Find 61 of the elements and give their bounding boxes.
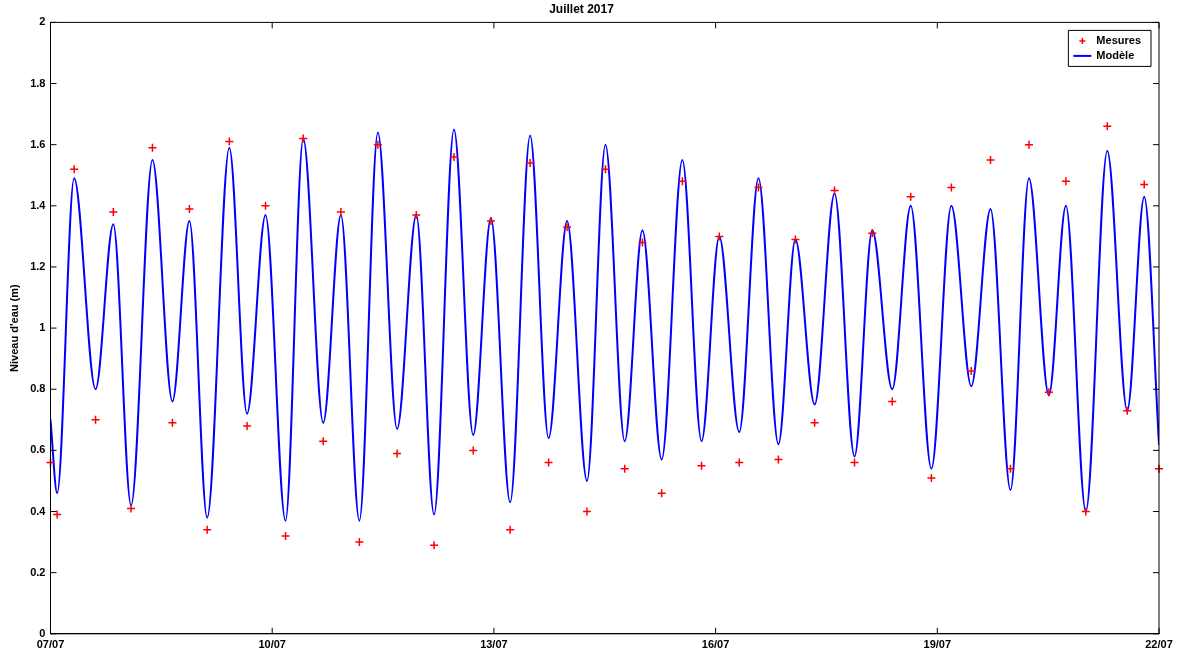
y-axis-title: Niveau d'eau (m)	[7, 283, 20, 372]
point	[1122, 405, 1132, 416]
y-tick-label: 1.6	[30, 137, 46, 150]
x-tick-label: 16/07	[701, 638, 730, 651]
x-tick-label: 13/07	[480, 638, 508, 651]
point	[985, 155, 996, 165]
chart-title: Juillet 2017	[549, 1, 615, 16]
point	[468, 445, 478, 456]
point	[926, 473, 937, 483]
y-tick-label: 1.2	[30, 259, 46, 272]
point	[429, 540, 439, 550]
point	[486, 216, 496, 226]
point	[1044, 387, 1054, 398]
point	[52, 509, 62, 520]
point	[318, 436, 328, 446]
point	[1024, 139, 1034, 150]
x-tick-label: 07/07	[36, 638, 65, 651]
point	[1139, 179, 1149, 190]
y-tick-label: 0.2	[30, 565, 46, 578]
point	[280, 531, 291, 541]
point	[525, 158, 535, 168]
point	[582, 506, 592, 517]
point	[167, 418, 178, 428]
point	[966, 366, 977, 376]
point	[562, 222, 572, 232]
point	[392, 448, 402, 459]
point	[656, 488, 667, 498]
legend-label: Mesures	[1096, 33, 1142, 46]
x-tick-label: 19/07	[923, 638, 952, 651]
point	[887, 396, 897, 407]
point	[126, 503, 136, 514]
point	[505, 525, 515, 535]
point	[108, 207, 119, 217]
point	[354, 537, 365, 547]
point	[242, 421, 252, 431]
legend-label: Modèle	[1096, 48, 1135, 61]
y-tick-label: 0.6	[30, 443, 46, 456]
x-tick-label: 10/07	[258, 638, 286, 651]
point	[298, 133, 308, 144]
point	[373, 139, 383, 150]
point	[260, 201, 271, 211]
point	[1081, 506, 1091, 517]
y-tick-label: 2	[39, 15, 46, 28]
y-tick-label: 1.8	[30, 76, 46, 89]
point	[90, 415, 101, 425]
point	[202, 525, 212, 535]
point	[600, 164, 611, 174]
y-tick-label: 0	[39, 626, 46, 639]
y-tick-label: 1	[39, 321, 46, 334]
y-tick-label: 1.4	[30, 198, 47, 211]
x-tick-label: 22/07	[1145, 638, 1173, 651]
point	[1061, 176, 1071, 187]
y-tick-label: 0.4	[30, 504, 47, 517]
point	[69, 164, 79, 174]
point	[809, 418, 820, 428]
point	[336, 207, 346, 217]
y-tick-label: 0.8	[30, 382, 46, 395]
point	[184, 204, 195, 214]
point	[449, 152, 459, 162]
point	[411, 210, 422, 220]
line-series	[50, 128, 1159, 522]
